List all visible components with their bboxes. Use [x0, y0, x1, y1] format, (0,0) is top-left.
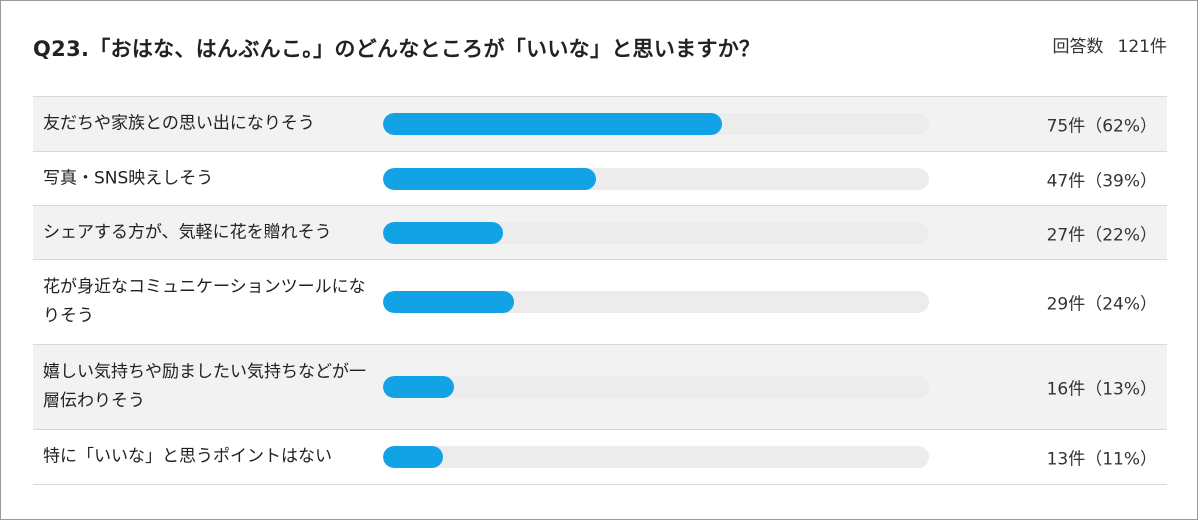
bar-track — [383, 221, 929, 244]
category-label: 花が身近なコミュニケーションツールになりそう — [43, 277, 366, 326]
question-header: Q23.「おはな、はんぶんこ。」のどんなところが「いいな」と思いますか？ 回答数… — [33, 29, 1167, 69]
question-title: Q23.「おはな、はんぶんこ。」のどんなところが「いいな」と思いますか？ — [33, 37, 761, 61]
chart-row: 嬉しい気持ちや励ましたい気持ちなどが一層伝わりそう 16件（13%） — [33, 345, 1167, 430]
chart-row: 友だちや家族との思い出になりそう 75件（62%） — [33, 97, 1167, 152]
category-label: 友だちや家族との思い出になりそう — [43, 113, 315, 134]
value-label: 16件（13%） — [1046, 379, 1157, 400]
bar — [383, 446, 444, 468]
response-count-label: 回答数 — [1052, 37, 1104, 57]
bar-track — [383, 291, 929, 313]
value-label: 13件（11%） — [1046, 449, 1157, 470]
value-label: 29件（24%） — [1046, 294, 1157, 315]
bar — [383, 291, 515, 313]
bar — [383, 376, 454, 398]
bar-track — [383, 113, 929, 135]
bar-track — [383, 167, 929, 190]
category-label: 嬉しい気持ちや励ましたい気持ちなどが一層伝わりそう — [43, 362, 366, 411]
chart-row: 特に「いいな」と思うポイントはない 13件（11%） — [33, 430, 1167, 485]
value-label: 47件（39%） — [1046, 171, 1157, 191]
value-label: 75件（62%） — [1046, 116, 1157, 137]
response-count-value: 121件 — [1117, 37, 1167, 57]
bar — [383, 167, 596, 190]
bar — [383, 221, 504, 244]
chart-row: 写真・SNS映えしそう 47件（39%） — [33, 152, 1167, 206]
response-count: 回答数 121件 — [1053, 32, 1167, 57]
category-label: 写真・SNS映えしそう — [43, 168, 214, 188]
category-label: 特に「いいな」と思うポイントはない — [43, 446, 332, 467]
bar — [383, 113, 722, 135]
value-label: 27件（22%） — [1046, 225, 1157, 245]
category-label: シェアする方が、気軽に花を贈れそう — [43, 222, 332, 242]
bar-track — [383, 376, 929, 398]
chart-row: 花が身近なコミュニケーションツールになりそう 29件（24%） — [33, 260, 1167, 345]
bar-chart: 友だちや家族との思い出になりそう 75件（62%） 写真・SNS映えしそう 47件（3… — [33, 96, 1167, 485]
bar-track — [383, 446, 929, 468]
chart-row: シェアする方が、気軽に花を贈れそう 27件（22%） — [33, 206, 1167, 260]
